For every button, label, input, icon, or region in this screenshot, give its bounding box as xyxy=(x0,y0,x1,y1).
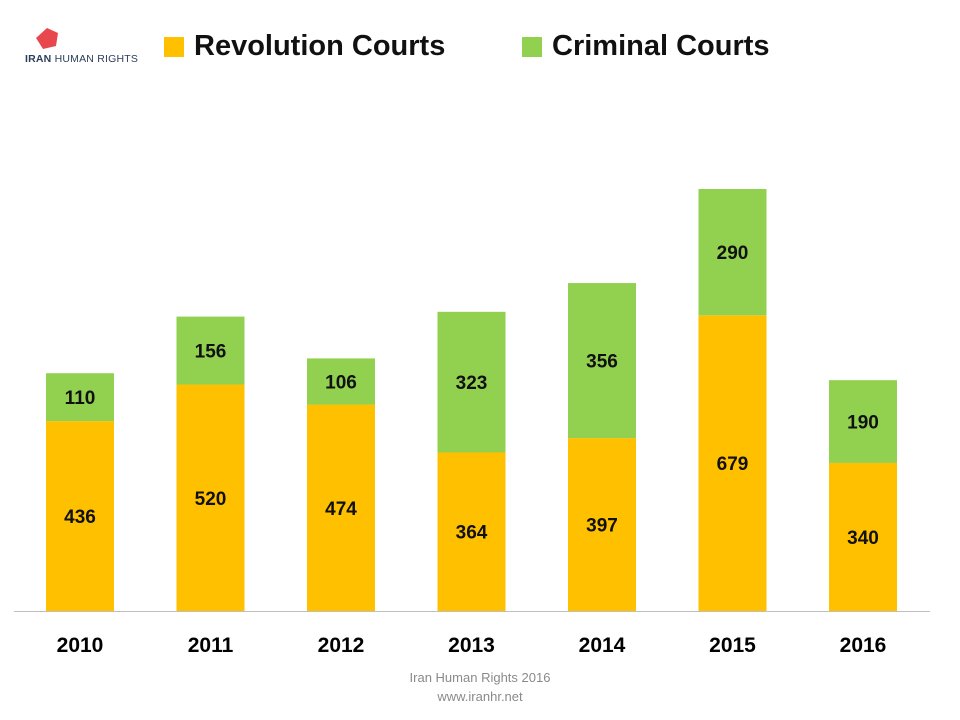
data-label: 290 xyxy=(717,243,749,264)
x-tick-label: 2011 xyxy=(188,634,234,657)
legend-label: Criminal Courts xyxy=(552,30,770,62)
logo-text-bold: IRAN xyxy=(25,53,52,65)
logo xyxy=(24,26,144,66)
data-label: 520 xyxy=(195,489,227,510)
data-label: 436 xyxy=(64,507,96,528)
bar-criminal-2011 xyxy=(176,316,245,385)
data-label: 340 xyxy=(847,528,879,549)
data-label: 323 xyxy=(456,373,488,394)
x-tick-label: 2013 xyxy=(448,634,495,657)
legend-swatch xyxy=(522,36,542,57)
data-label: 364 xyxy=(456,523,488,544)
data-label: 106 xyxy=(325,372,357,393)
x-tick-label: 2010 xyxy=(57,634,104,657)
x-tick-label: 2015 xyxy=(709,634,756,657)
bar-revolution-2012 xyxy=(307,404,375,611)
bar-revolution-2013 xyxy=(437,452,506,611)
data-label: 156 xyxy=(195,342,227,363)
bar-criminal-2016 xyxy=(829,380,897,463)
data-label: 356 xyxy=(586,352,618,373)
legend-item-revolution-courts: Revolution Courts xyxy=(164,30,445,63)
bar-revolution-2011 xyxy=(176,384,245,611)
pentagon-logo-icon xyxy=(36,28,58,49)
logo-text: IRAN HUMAN RIGHTS xyxy=(25,53,138,65)
x-tick-label: 2012 xyxy=(318,634,365,657)
x-tick-label: 2014 xyxy=(579,634,626,657)
bar-revolution-2014 xyxy=(568,438,636,611)
logo-text-rest: HUMAN RIGHTS xyxy=(54,53,139,65)
bar-criminal-2012 xyxy=(307,358,375,405)
bar-criminal-2013 xyxy=(437,311,506,453)
footer-credit: Iran Human Rights 2016 xyxy=(409,670,551,685)
bar-revolution-2015 xyxy=(698,315,767,611)
footer-url[interactable]: www.iranhr.net xyxy=(437,689,523,704)
data-label: 397 xyxy=(586,516,618,537)
x-tick-label: 2016 xyxy=(840,634,887,657)
legend-swatch xyxy=(164,36,184,57)
data-label: 474 xyxy=(325,499,357,520)
data-label: 190 xyxy=(847,413,879,434)
bar-revolution-2016 xyxy=(829,462,897,611)
bar-criminal-2010 xyxy=(46,373,114,422)
legend-item-criminal-courts: Criminal Courts xyxy=(522,30,770,63)
legend-label: Revolution Courts xyxy=(194,30,446,62)
data-label: 110 xyxy=(65,388,96,409)
data-label: 679 xyxy=(717,454,749,475)
bar-criminal-2015 xyxy=(698,189,767,316)
bar-criminal-2014 xyxy=(568,283,636,439)
bar-revolution-2010 xyxy=(46,421,114,611)
